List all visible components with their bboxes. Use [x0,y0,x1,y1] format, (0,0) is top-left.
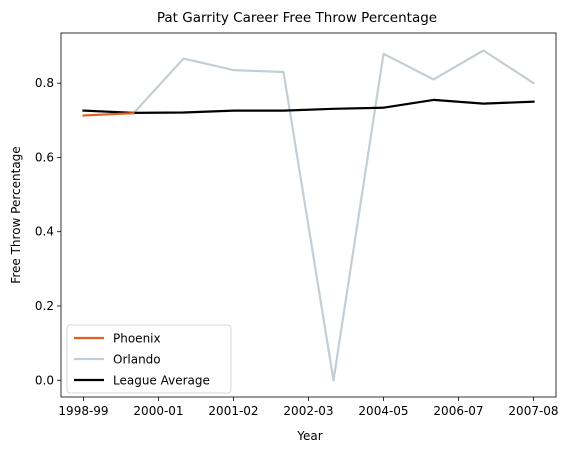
y-axis-ticks: 0.0 0.2 0.4 0.6 0.8 [35,76,61,387]
x-axis-ticks: 1998-99 2000-01 2001-02 2002-03 2004-05 2006-… [58,397,559,418]
legend-label-phoenix: Phoenix [113,332,161,346]
x-tick-label: 1998-99 [58,404,108,418]
legend-label-league-average: League Average [113,374,210,388]
series-layer [82,49,536,382]
x-tick-label: 2002-03 [283,404,333,418]
y-tick-label: 0.8 [35,76,54,90]
x-tick-label: 2001-02 [208,404,258,418]
chart-title: Pat Garrity Career Free Throw Percentage [157,10,437,26]
legend-box [66,324,232,394]
series-line-league-average [82,98,535,115]
x-axis-label: Year [296,429,322,443]
x-tick-label: 2007-08 [508,404,558,418]
y-tick-label: 0.0 [35,373,54,387]
series-line-phoenix [82,112,135,117]
y-axis-label: Free Throw Percentage [9,146,23,283]
y-tick-label: 0.6 [35,150,54,164]
legend-label-orlando: Orlando [113,353,161,367]
x-tick-label: 2006-07 [433,404,483,418]
series-line-orlando [131,49,536,382]
legend: Phoenix Orlando League Average [66,324,232,394]
x-tick-label: 2000-01 [133,404,183,418]
y-tick-label: 0.2 [35,299,54,313]
x-tick-label: 2004-05 [358,404,408,418]
y-tick-label: 0.4 [35,225,54,239]
